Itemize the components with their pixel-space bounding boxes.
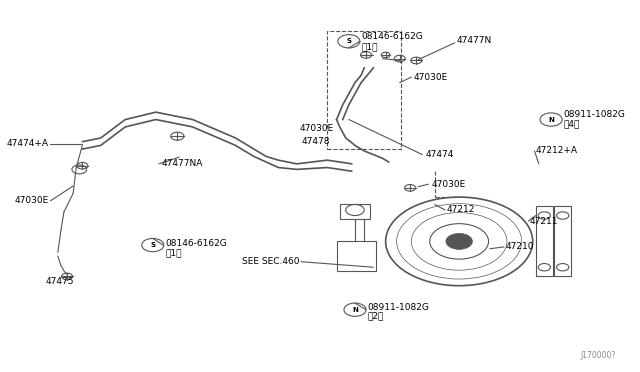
Text: 47030E: 47030E — [431, 180, 466, 189]
Text: （1）: （1） — [165, 248, 182, 257]
Text: 47477N: 47477N — [456, 36, 492, 45]
Text: 47030E: 47030E — [413, 73, 447, 81]
Text: 47211: 47211 — [530, 217, 558, 225]
Text: 08146-6162G: 08146-6162G — [165, 239, 227, 248]
Text: S: S — [346, 38, 351, 44]
Text: SEE SEC.460: SEE SEC.460 — [243, 257, 300, 266]
Text: （1）: （1） — [362, 42, 378, 51]
Text: 47474: 47474 — [426, 150, 454, 159]
Circle shape — [446, 233, 472, 249]
Text: （4）: （4） — [563, 119, 580, 128]
Text: （2）: （2） — [367, 311, 383, 320]
Text: N: N — [548, 116, 554, 122]
Text: 08146-6162G: 08146-6162G — [362, 32, 424, 41]
Text: J170000?: J170000? — [580, 351, 616, 360]
Text: 47030E: 47030E — [14, 196, 49, 205]
Text: 47212: 47212 — [447, 205, 476, 215]
Text: 47030E: 47030E — [300, 124, 333, 133]
Text: 08911-1082G: 08911-1082G — [563, 109, 625, 119]
Text: N: N — [352, 307, 358, 313]
Text: 47210: 47210 — [505, 243, 534, 251]
Text: 47212+A: 47212+A — [536, 147, 578, 155]
Text: 47474+A: 47474+A — [6, 139, 49, 148]
Text: S: S — [150, 242, 156, 248]
Text: 08911-1082G: 08911-1082G — [367, 303, 429, 312]
Text: 47478: 47478 — [302, 137, 330, 146]
Text: 47475: 47475 — [45, 278, 74, 286]
Text: 47477NA: 47477NA — [162, 159, 204, 169]
